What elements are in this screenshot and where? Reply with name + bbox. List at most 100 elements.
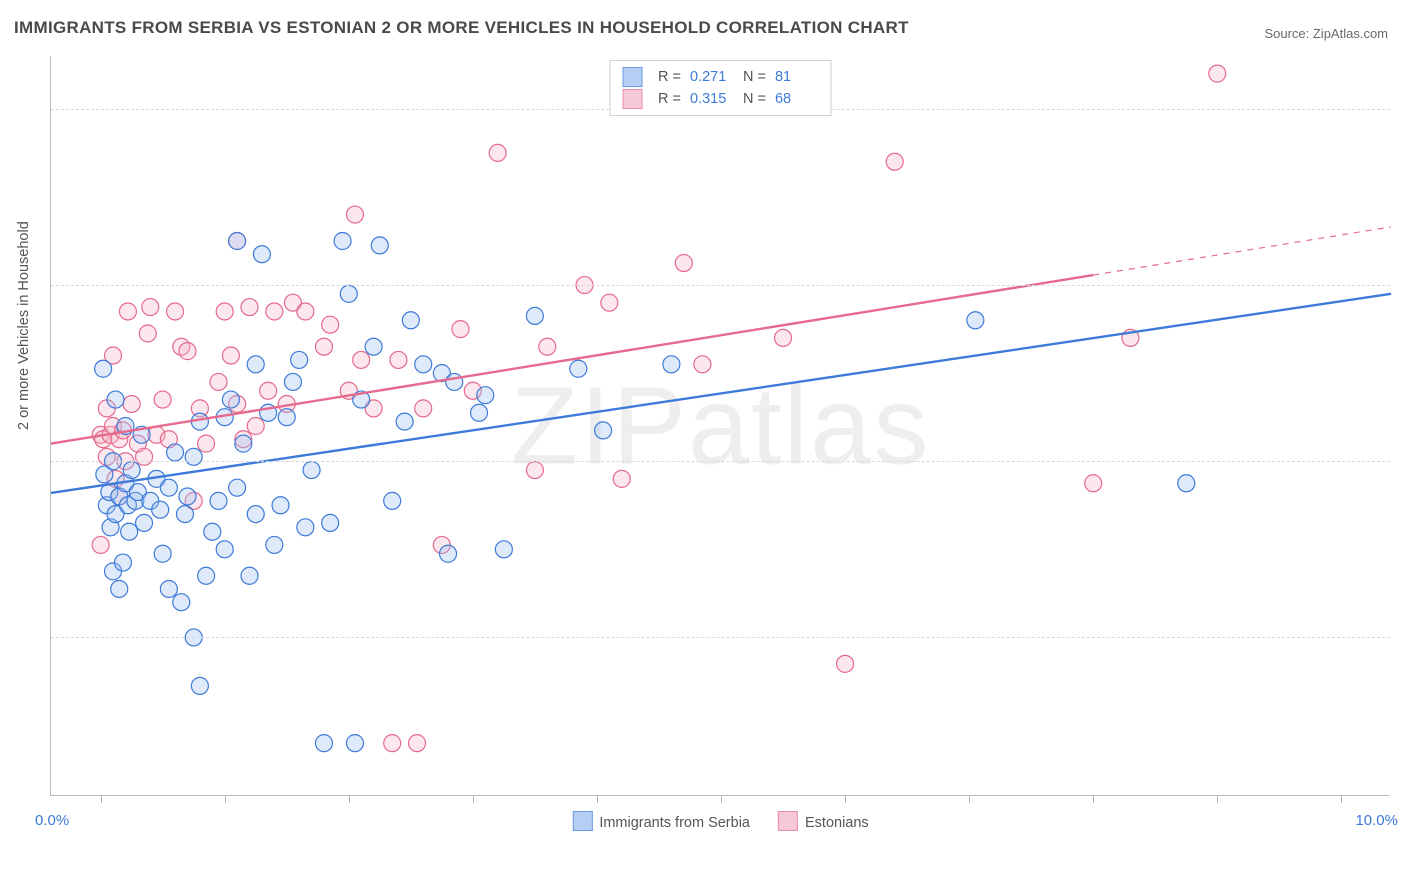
data-point-serbia bbox=[198, 567, 215, 584]
data-point-serbia bbox=[185, 448, 202, 465]
data-point-estonia bbox=[139, 325, 156, 342]
y-tick-label: 100.0% bbox=[1398, 100, 1406, 117]
data-point-serbia bbox=[303, 462, 320, 479]
data-point-serbia bbox=[315, 735, 332, 752]
data-point-serbia bbox=[471, 404, 488, 421]
legend-stat-value: 81 bbox=[775, 66, 819, 88]
data-point-serbia bbox=[210, 492, 227, 509]
data-point-serbia bbox=[402, 312, 419, 329]
data-point-estonia bbox=[539, 338, 556, 355]
data-point-serbia bbox=[123, 462, 140, 479]
data-point-estonia bbox=[384, 735, 401, 752]
y-tick-label: 40.0% bbox=[1398, 629, 1406, 646]
gridline bbox=[51, 637, 1390, 638]
legend-swatch bbox=[572, 811, 592, 831]
data-point-estonia bbox=[136, 448, 153, 465]
data-point-serbia bbox=[177, 506, 194, 523]
legend-swatch bbox=[622, 67, 642, 87]
x-tick-label-min: 0.0% bbox=[35, 812, 69, 829]
data-point-estonia bbox=[119, 303, 136, 320]
data-point-serbia bbox=[247, 356, 264, 373]
data-point-serbia bbox=[371, 237, 388, 254]
data-point-serbia bbox=[229, 233, 246, 250]
data-point-serbia bbox=[340, 285, 357, 302]
data-point-estonia bbox=[415, 400, 432, 417]
gridline bbox=[51, 285, 1390, 286]
x-tick bbox=[845, 795, 846, 803]
data-point-estonia bbox=[775, 329, 792, 346]
data-point-serbia bbox=[967, 312, 984, 329]
data-point-serbia bbox=[495, 541, 512, 558]
legend-item-serbia: Immigrants from Serbia bbox=[572, 811, 750, 831]
data-point-estonia bbox=[675, 255, 692, 272]
trend-line-estonia bbox=[51, 275, 1093, 444]
data-point-estonia bbox=[266, 303, 283, 320]
data-point-estonia bbox=[390, 351, 407, 368]
data-point-serbia bbox=[154, 545, 171, 562]
data-point-serbia bbox=[222, 391, 239, 408]
data-point-estonia bbox=[322, 316, 339, 333]
data-point-estonia bbox=[346, 206, 363, 223]
data-point-serbia bbox=[284, 373, 301, 390]
legend-stat-value: 0.271 bbox=[690, 66, 734, 88]
data-point-estonia bbox=[1085, 475, 1102, 492]
data-point-serbia bbox=[278, 409, 295, 426]
data-point-serbia bbox=[526, 307, 543, 324]
data-point-serbia bbox=[446, 373, 463, 390]
data-point-estonia bbox=[452, 321, 469, 338]
legend-label: Estonians bbox=[805, 815, 869, 831]
trend-line-serbia bbox=[51, 294, 1391, 493]
legend-stat-label: N = bbox=[743, 88, 766, 110]
gridline bbox=[51, 461, 1390, 462]
data-point-serbia bbox=[1178, 475, 1195, 492]
data-point-serbia bbox=[160, 580, 177, 597]
data-point-estonia bbox=[247, 418, 264, 435]
data-point-estonia bbox=[123, 395, 140, 412]
data-point-serbia bbox=[241, 567, 258, 584]
plot-area: ZIPatlas R =0.271N =81R =0.315N =68 0.0%… bbox=[50, 56, 1390, 796]
x-tick bbox=[1093, 795, 1094, 803]
data-point-serbia bbox=[253, 246, 270, 263]
chart-title: IMMIGRANTS FROM SERBIA VS ESTONIAN 2 OR … bbox=[14, 18, 909, 38]
legend-stat-label: N = bbox=[743, 66, 766, 88]
source-label: Source: ZipAtlas.com bbox=[1264, 26, 1388, 41]
data-point-serbia bbox=[570, 360, 587, 377]
x-tick-label-max: 10.0% bbox=[1355, 812, 1398, 829]
data-point-estonia bbox=[260, 382, 277, 399]
legend-stat-value: 0.315 bbox=[690, 88, 734, 110]
legend-label: Immigrants from Serbia bbox=[599, 815, 750, 831]
data-point-serbia bbox=[114, 554, 131, 571]
y-tick-label: 80.0% bbox=[1398, 277, 1406, 294]
legend-swatch bbox=[778, 811, 798, 831]
data-point-serbia bbox=[160, 479, 177, 496]
data-point-estonia bbox=[694, 356, 711, 373]
y-tick-label: 60.0% bbox=[1398, 453, 1406, 470]
legend-correlation: R =0.271N =81R =0.315N =68 bbox=[609, 60, 832, 116]
data-point-serbia bbox=[173, 594, 190, 611]
x-tick bbox=[721, 795, 722, 803]
x-tick bbox=[473, 795, 474, 803]
data-point-serbia bbox=[595, 422, 612, 439]
data-point-estonia bbox=[142, 299, 159, 316]
data-point-estonia bbox=[167, 303, 184, 320]
data-point-serbia bbox=[322, 514, 339, 531]
data-point-serbia bbox=[191, 677, 208, 694]
x-tick bbox=[969, 795, 970, 803]
data-point-estonia bbox=[297, 303, 314, 320]
data-point-serbia bbox=[107, 391, 124, 408]
x-tick bbox=[1341, 795, 1342, 803]
data-point-serbia bbox=[167, 444, 184, 461]
data-point-serbia bbox=[247, 506, 264, 523]
data-point-estonia bbox=[886, 153, 903, 170]
data-point-estonia bbox=[154, 391, 171, 408]
data-point-estonia bbox=[837, 655, 854, 672]
data-point-estonia bbox=[216, 303, 233, 320]
data-point-serbia bbox=[229, 479, 246, 496]
data-point-serbia bbox=[440, 545, 457, 562]
data-point-estonia bbox=[222, 347, 239, 364]
data-point-serbia bbox=[111, 580, 128, 597]
data-point-serbia bbox=[291, 351, 308, 368]
data-point-estonia bbox=[613, 470, 630, 487]
data-point-serbia bbox=[266, 536, 283, 553]
data-point-serbia bbox=[477, 387, 494, 404]
